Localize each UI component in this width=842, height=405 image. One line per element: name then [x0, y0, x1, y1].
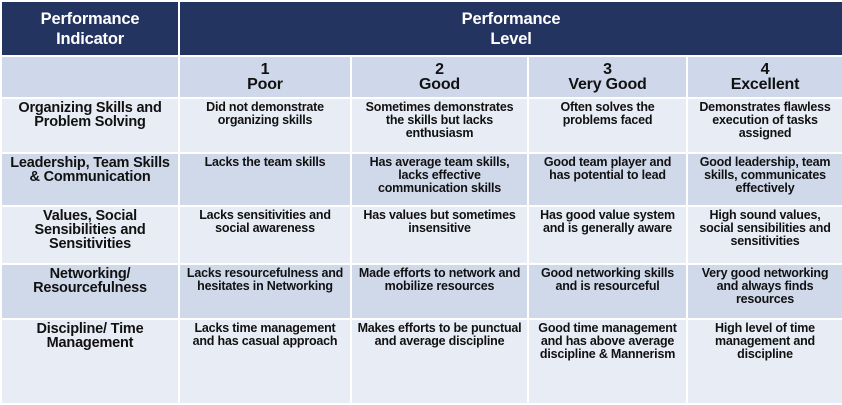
level-number: 1 [260, 61, 270, 78]
level-3-header: 3 Very Good [527, 55, 688, 99]
rubric-cell: Good time management and has above avera… [527, 318, 688, 405]
rubric-cell: Has values but sometimes insensitive [350, 205, 529, 265]
rubric-cell: Very good networking and always finds re… [686, 263, 842, 320]
level-number: 3 [603, 61, 612, 78]
rubric-cell: Good networking skills and is resourcefu… [527, 263, 688, 320]
rubric-cell: Good team player and has potential to le… [527, 152, 688, 207]
level-label: Poor [247, 76, 283, 93]
rubric-cell: Lacks sensitivities and social awareness [178, 205, 352, 265]
level-4-header: 4 Excellent [686, 55, 842, 99]
rubric-cell: Makes efforts to be punctual and average… [350, 318, 529, 405]
indicator-cell: Networking/ Resourcefulness [0, 263, 180, 320]
level-label: Good [419, 76, 460, 93]
rubric-cell: Lacks the team skills [178, 152, 352, 207]
table-row: Leadership, Team Skills & Communication … [0, 152, 842, 207]
level-2-header: 2 Good [350, 55, 529, 99]
rubric-cell: Lacks time management and has casual app… [178, 318, 352, 405]
performance-level-header: Performance Level [178, 0, 842, 57]
indicator-cell: Leadership, Team Skills & Communication [0, 152, 180, 207]
level-label: Excellent [730, 76, 800, 93]
table-row: Values, Social Sensibilities and Sensiti… [0, 205, 842, 265]
rubric-cell: Good leadership, team skills, communicat… [686, 152, 842, 207]
level-1-header: 1 Poor [178, 55, 352, 99]
rubric-cell: Made efforts to network and mobilize res… [350, 263, 529, 320]
indicator-cell: Values, Social Sensibilities and Sensiti… [0, 205, 180, 265]
rubric-cell: Sometimes demonstrates the skills but la… [350, 97, 529, 154]
rubric-cell: Often solves the problems faced [527, 97, 688, 154]
rubric-cell: Has average team skills, lacks effective… [350, 152, 529, 207]
level-label: Very Good [568, 76, 647, 93]
indicator-cell: Organizing Skills and Problem Solving [0, 97, 180, 154]
performance-level-label: Performance Level [461, 9, 561, 48]
rubric-cell: Demonstrates flawless execution of tasks… [686, 97, 842, 154]
rubric-cell: High level of time management and discip… [686, 318, 842, 405]
rubric-cell: High sound values, social sensibilities … [686, 205, 842, 265]
rubric-cell: Lacks resourcefulness and hesitates in N… [178, 263, 352, 320]
indicator-cell: Discipline/ Time Management [0, 318, 180, 405]
table-row: Organizing Skills and Problem Solving Di… [0, 97, 842, 154]
level-number: 4 [760, 61, 770, 78]
table-row: Discipline/ Time Management Lacks time m… [0, 318, 842, 405]
rubric-cell: Did not demonstrate organizing skills [178, 97, 352, 154]
level-number: 2 [435, 61, 444, 78]
table-row: Networking/ Resourcefulness Lacks resour… [0, 263, 842, 320]
level-blank-cell [0, 55, 180, 99]
performance-indicator-header: Performance Indicator [0, 0, 180, 57]
rubric-cell: Has good value system and is generally a… [527, 205, 688, 265]
